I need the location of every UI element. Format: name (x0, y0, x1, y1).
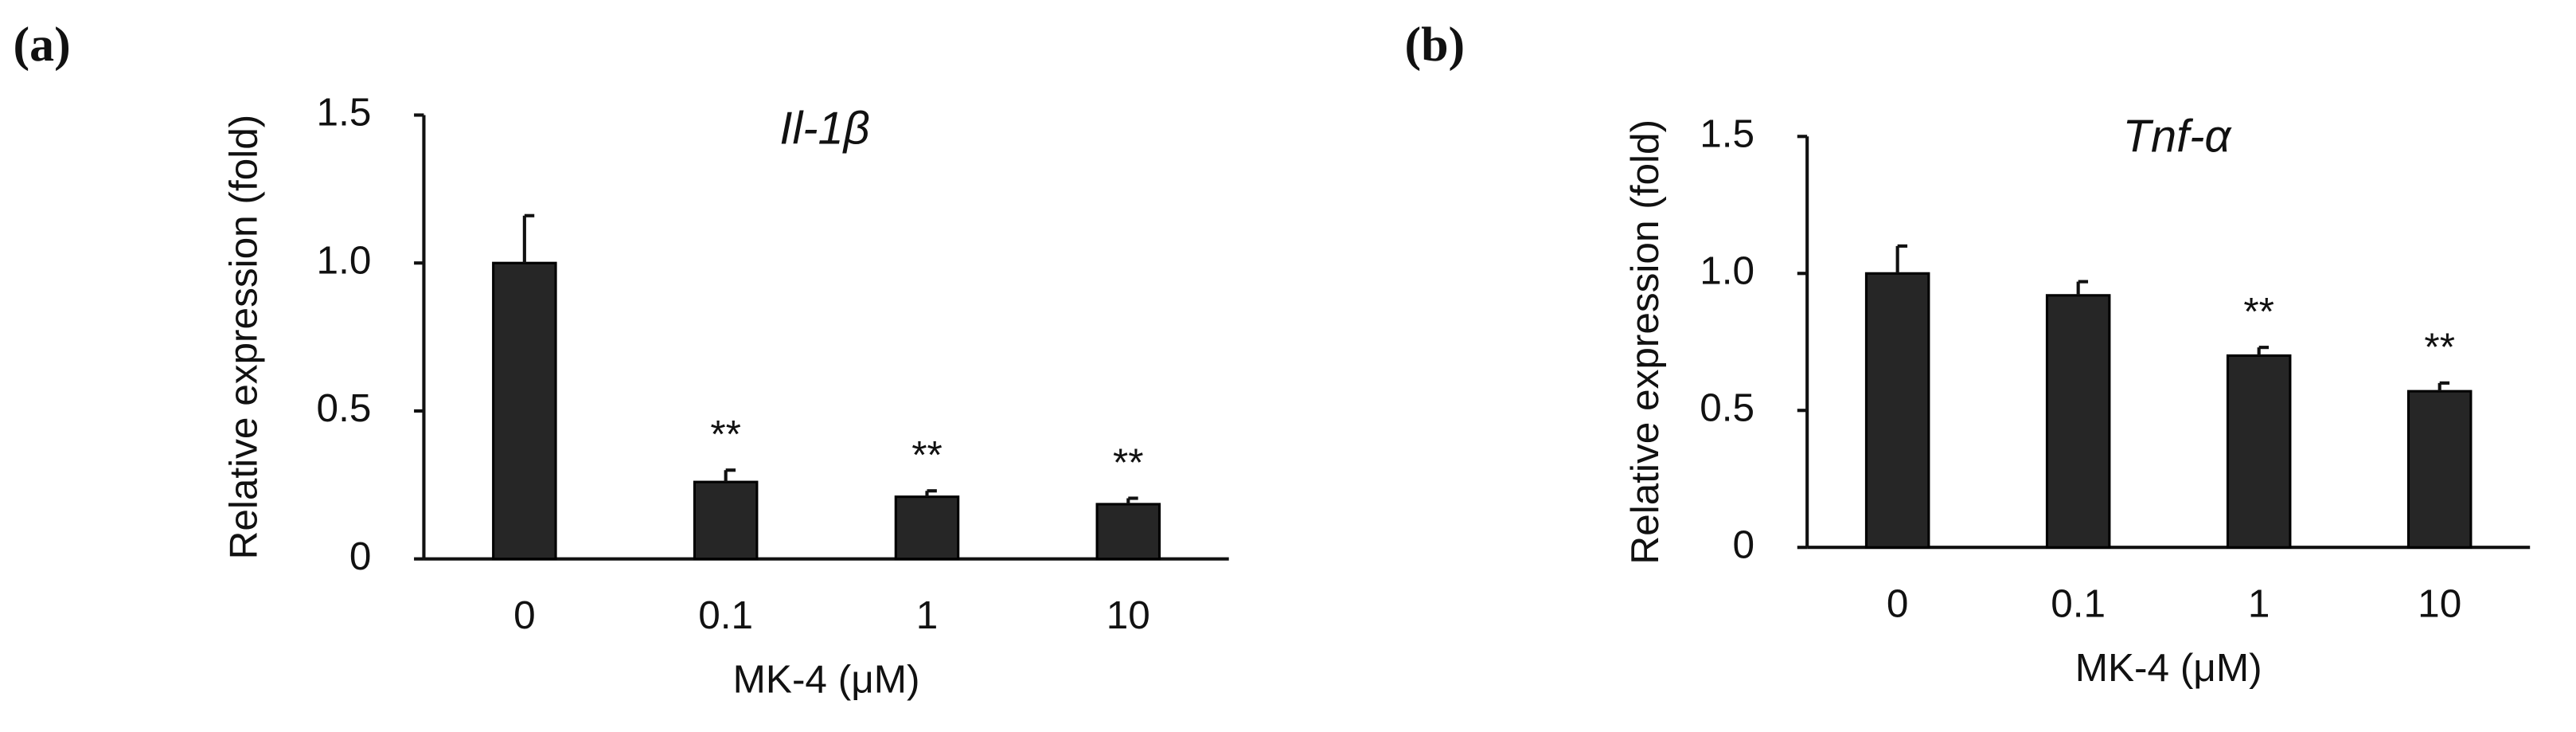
bar (693, 480, 759, 561)
x-tick-label: 1 (916, 593, 939, 637)
y-tick-label: 0 (1733, 523, 1755, 566)
y-tick-label: 0.5 (1700, 386, 1754, 429)
significance-label: ** (2424, 326, 2455, 370)
x-tick-label: 10 (1107, 593, 1150, 637)
bar (492, 261, 557, 561)
y-tick-label: 1.5 (1700, 112, 1754, 155)
y-tick-label: 0 (349, 534, 372, 578)
bar (1095, 503, 1161, 561)
chart-title: Tnf-α (2123, 112, 2233, 162)
y-tick-label: 1.0 (317, 238, 372, 282)
x-tick-label: 1 (2248, 582, 2270, 626)
x-tick-label: 10 (2418, 582, 2461, 626)
x-axis-label: MK-4 (μM) (2075, 646, 2262, 690)
x-tick-label: 0.1 (2051, 582, 2106, 626)
panel-label: (a) (14, 18, 71, 72)
chart-title: Il-1β (779, 103, 869, 154)
bar (2226, 354, 2292, 549)
x-tick-label: 0 (1887, 582, 1909, 626)
x-axis-label: MK-4 (μM) (733, 658, 920, 702)
y-axis-label: Relative expression (fold) (222, 115, 266, 560)
bar (1864, 272, 1930, 549)
significance-label: ** (1113, 440, 1144, 484)
bar (894, 495, 960, 561)
panel-label: (b) (1405, 18, 1466, 72)
x-tick-label: 0.1 (698, 593, 753, 637)
bar (2045, 294, 2111, 549)
y-tick-label: 1.0 (1700, 249, 1754, 292)
significance-label: ** (710, 413, 741, 456)
significance-label: ** (2243, 290, 2274, 334)
y-tick-label: 0.5 (317, 386, 372, 430)
y-axis-label: Relative expression (fold) (1623, 119, 1667, 565)
x-tick-label: 0 (513, 593, 536, 637)
y-tick-label: 1.5 (317, 91, 372, 135)
significance-label: ** (911, 433, 943, 477)
bar (2406, 389, 2473, 549)
